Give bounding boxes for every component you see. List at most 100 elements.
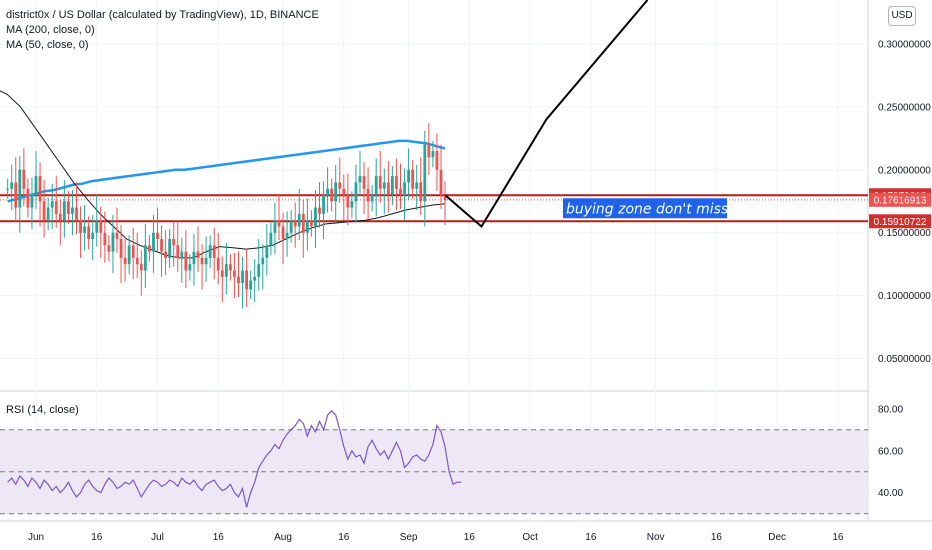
candle-body bbox=[18, 169, 22, 208]
y-tick-label: 0.05000000 bbox=[878, 354, 931, 365]
candle-body bbox=[42, 201, 46, 221]
candle-body bbox=[382, 182, 386, 189]
candle-body bbox=[99, 220, 103, 233]
annotation: buying zone don't miss bbox=[563, 198, 728, 219]
candle-body bbox=[330, 188, 334, 202]
candle bbox=[241, 256, 244, 309]
candle-body bbox=[277, 220, 281, 227]
candle-body bbox=[378, 176, 382, 189]
candle-body bbox=[237, 276, 240, 284]
candle bbox=[168, 228, 172, 268]
candle bbox=[326, 167, 329, 213]
candle bbox=[382, 168, 386, 214]
candle-body bbox=[54, 201, 58, 214]
candle bbox=[99, 206, 103, 258]
ma50-legend[interactable]: MA (50, close, 0) bbox=[6, 39, 89, 51]
candle-body bbox=[293, 220, 297, 227]
candle-body bbox=[362, 176, 366, 189]
candle-body bbox=[297, 213, 301, 227]
candle bbox=[103, 211, 107, 263]
candle-body bbox=[212, 245, 216, 258]
candle-body bbox=[314, 207, 317, 227]
x-tick-label: 16 bbox=[338, 532, 350, 543]
candle-body bbox=[281, 226, 285, 240]
candle-body bbox=[285, 232, 289, 240]
candle-body bbox=[208, 245, 212, 258]
candle bbox=[160, 225, 163, 277]
candle-body bbox=[216, 257, 220, 271]
candle-body bbox=[322, 195, 325, 214]
rsi-legend[interactable]: RSI (14, close) bbox=[6, 404, 79, 416]
candle-body bbox=[71, 207, 74, 214]
candle bbox=[220, 256, 224, 302]
candle bbox=[346, 173, 350, 226]
candle bbox=[399, 163, 402, 209]
candle-body bbox=[305, 220, 309, 233]
candle-body bbox=[346, 195, 350, 208]
price-tag: 0.17616913 bbox=[869, 192, 931, 207]
chart-legend: district0x / US Dollar (calculated by Tr… bbox=[6, 8, 319, 53]
candle-body bbox=[350, 201, 354, 208]
candle-body bbox=[148, 245, 151, 252]
x-tick-label: Dec bbox=[768, 532, 786, 543]
candle bbox=[46, 197, 50, 231]
candle bbox=[18, 156, 22, 233]
candle bbox=[358, 150, 362, 197]
candle-body bbox=[220, 270, 224, 277]
x-tick-label: Oct bbox=[522, 532, 538, 543]
candle bbox=[208, 235, 212, 268]
price-tag-bg bbox=[869, 192, 931, 207]
candle-body bbox=[95, 220, 99, 233]
annotation-bg bbox=[563, 198, 727, 219]
candle bbox=[123, 236, 127, 282]
y-tick-label: 0.10000000 bbox=[878, 291, 931, 302]
candle-body bbox=[261, 257, 265, 265]
candle-body bbox=[342, 188, 346, 195]
candle-body bbox=[79, 220, 82, 233]
rsi-line bbox=[7, 410, 462, 508]
candle bbox=[245, 249, 248, 307]
candle-body bbox=[310, 220, 313, 227]
x-tick-label: Nov bbox=[647, 532, 665, 543]
candle-body bbox=[188, 264, 192, 271]
candle-body bbox=[224, 264, 228, 277]
candle-body bbox=[395, 176, 398, 189]
candle bbox=[334, 164, 338, 223]
candle-body bbox=[423, 144, 427, 202]
candle-body bbox=[115, 232, 119, 240]
candle bbox=[273, 202, 277, 255]
candle bbox=[188, 254, 192, 281]
candle-body bbox=[67, 201, 70, 214]
candle bbox=[67, 191, 70, 224]
ma200-legend[interactable]: MA (200, close, 0) bbox=[6, 24, 95, 36]
candle bbox=[338, 157, 342, 203]
candle bbox=[54, 176, 58, 228]
price-tag-label: 0.17616913 bbox=[874, 195, 927, 206]
candle-body bbox=[30, 195, 34, 208]
candle bbox=[212, 227, 216, 280]
candle-body bbox=[411, 169, 415, 189]
candle-body bbox=[139, 264, 143, 271]
candle bbox=[407, 148, 410, 201]
candle bbox=[391, 166, 394, 206]
candle-body bbox=[431, 150, 435, 158]
candle bbox=[237, 251, 240, 297]
candle bbox=[305, 198, 309, 251]
candle-body bbox=[269, 232, 273, 246]
y-tick-label: 0.15000000 bbox=[878, 228, 931, 239]
candle-body bbox=[419, 182, 423, 202]
candle bbox=[322, 181, 325, 240]
ma200-line bbox=[7, 139, 446, 203]
candle-body bbox=[22, 169, 26, 189]
candle bbox=[75, 182, 78, 234]
candle bbox=[253, 259, 257, 302]
candle bbox=[38, 162, 42, 227]
candle-body bbox=[200, 257, 204, 265]
candle-body bbox=[204, 257, 208, 265]
x-tick-label: Aug bbox=[274, 532, 292, 543]
candle bbox=[386, 161, 390, 213]
currency-button[interactable]: USD bbox=[888, 6, 916, 26]
candle bbox=[91, 215, 95, 261]
candle-body bbox=[83, 226, 86, 233]
